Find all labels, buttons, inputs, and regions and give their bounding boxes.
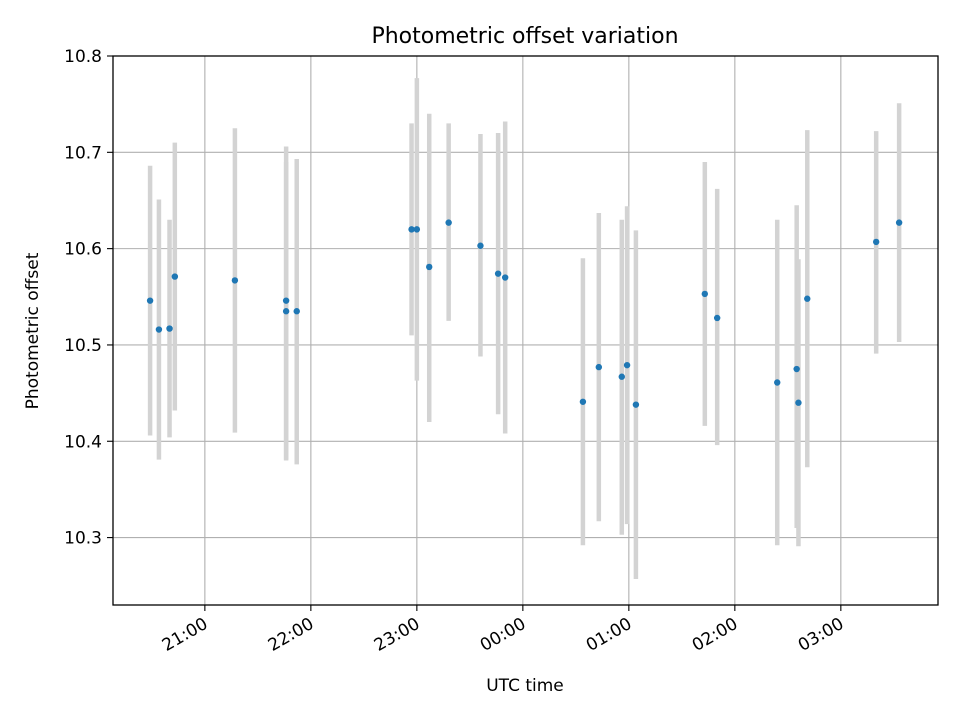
data-point — [146, 297, 154, 304]
data-point — [713, 314, 721, 322]
data-point — [595, 363, 603, 371]
y-tick-label: 10.6 — [64, 240, 102, 260]
data-point — [171, 273, 179, 280]
data-point — [231, 277, 239, 284]
data-point — [155, 326, 163, 333]
data-point — [618, 373, 625, 380]
y-tick-label: 10.5 — [64, 336, 102, 356]
y-tick-label: 10.4 — [64, 432, 102, 452]
data-point — [166, 325, 173, 332]
data-point — [282, 308, 290, 315]
data-point — [445, 219, 452, 226]
chart-title: Photometric offset variation — [371, 24, 678, 49]
data-point — [413, 226, 421, 233]
data-point — [579, 398, 587, 405]
plot-frame — [112, 55, 939, 606]
data-point — [804, 295, 811, 302]
y-axis-label: Photometric offset — [23, 252, 43, 409]
data-point — [494, 270, 502, 277]
data-point — [795, 399, 802, 406]
data-point — [293, 308, 300, 315]
data-point — [408, 226, 415, 233]
data-point — [632, 401, 640, 408]
data-point — [426, 263, 433, 271]
data-point — [282, 297, 290, 304]
data-point — [895, 219, 903, 226]
y-tick-label: 10.3 — [64, 529, 102, 549]
data-point — [623, 361, 631, 369]
data-point — [501, 274, 509, 281]
data-point — [872, 238, 880, 246]
x-axis-label: UTC time — [486, 676, 564, 696]
data-points — [146, 219, 903, 408]
data-point — [774, 379, 781, 386]
y-tick-label: 10.7 — [64, 143, 102, 163]
data-point — [701, 290, 709, 298]
y-axis-ticks: 10.3 10.4 10.5 10.6 10.7 10.8 — [64, 47, 113, 549]
y-tick-label: 10.8 — [64, 47, 102, 67]
data-point — [793, 365, 800, 373]
data-point — [477, 242, 484, 249]
